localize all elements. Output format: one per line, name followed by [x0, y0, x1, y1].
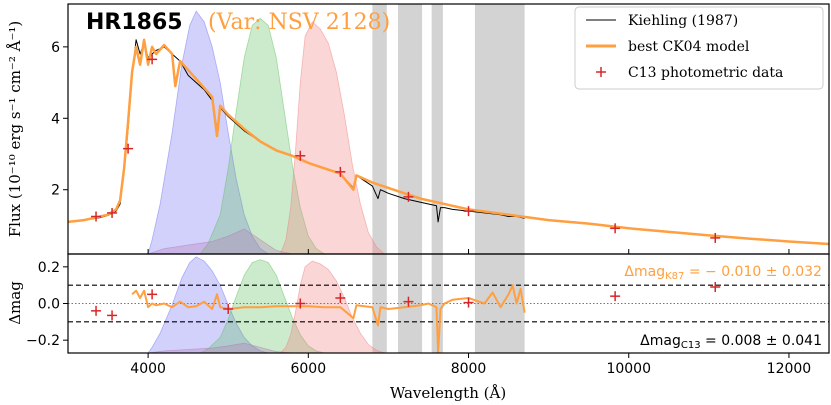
bottom-y-tick-label-0: −0.2 — [26, 333, 60, 349]
photometry-point-8 — [610, 223, 621, 234]
bottom-y-tick-label-2: 0.2 — [38, 260, 60, 276]
filter-red-top — [279, 21, 386, 254]
x-axis-label: Wavelength (Å) — [390, 384, 506, 402]
x-tick-label-0: 4000 — [130, 361, 166, 377]
x-tick-label-3: 10000 — [606, 361, 651, 377]
photometry-point-9 — [710, 232, 721, 243]
legend-c13-swatch — [596, 67, 606, 77]
axes: 4000 6000 8000 10000 12000 2 4 6 −0.2 0.0 0.2 — [26, 40, 811, 377]
chart-title: HR1865 — [86, 10, 183, 35]
residual-panel-plot — [68, 254, 829, 353]
gray-band-top-2 — [431, 4, 443, 254]
residual-photometry-point-5 — [335, 293, 346, 303]
ck04-model-line — [68, 38, 829, 246]
gray-band-top-1 — [398, 4, 423, 254]
x-tick-label-2: 8000 — [451, 361, 487, 377]
residual-photometry-point-2 — [147, 289, 158, 300]
top-panel-plot — [68, 4, 829, 254]
legend-kiehling-label: Kiehling (1987) — [628, 13, 738, 29]
top-y-tick-label-2: 6 — [51, 40, 60, 56]
chart-subtitle: (Var: NSV 2128) — [208, 10, 390, 35]
top-y-tick-label-0: 2 — [51, 183, 60, 199]
photometry-point-3 — [147, 54, 158, 65]
residual-photometry-point-1 — [107, 310, 118, 321]
residual-photometry-point-9 — [710, 282, 721, 292]
residual-photometry-point-8 — [610, 291, 621, 302]
photometry-point-6 — [403, 191, 414, 202]
gray-band-bottom-2 — [431, 254, 443, 353]
dmag-k87-annotation: ΔmagK87 = − 0.010 ± 0.032 — [624, 264, 822, 282]
top-y-axis-label: Flux (10⁻¹⁰ erg s⁻¹ cm⁻² Å⁻¹) — [6, 21, 24, 238]
x-tick-label-1: 6000 — [290, 361, 326, 377]
legend: Kiehling (1987) best CK04 model C13 phot… — [574, 6, 824, 90]
legend-box — [574, 6, 824, 90]
filter-violet-top — [147, 228, 293, 254]
filter-blue-top — [147, 10, 269, 254]
photometry-point-4 — [295, 150, 306, 161]
photometry-point-5 — [335, 166, 346, 177]
gray-band-top-0 — [372, 4, 387, 254]
photometry-point-1 — [107, 207, 118, 218]
residual-photometry-point-6 — [403, 296, 414, 307]
legend-ck04-label: best CK04 model — [628, 39, 750, 55]
filter-violet-bottom — [148, 342, 293, 353]
residual-line — [131, 284, 526, 353]
bottom-y-tick-label-1: 0.0 — [38, 297, 60, 313]
photometry-point-0 — [91, 211, 102, 222]
bottom-y-axis-label: Δmag — [6, 281, 24, 325]
residual-photometry-point-7 — [463, 297, 474, 308]
residual-photometry-point-0 — [91, 305, 102, 316]
photometry-point-7 — [463, 206, 474, 217]
residual-photometry-point-3 — [223, 304, 234, 314]
filter-green-top — [199, 17, 326, 254]
photometry-point-2 — [123, 143, 134, 154]
x-tick-label-4: 12000 — [767, 361, 812, 377]
legend-c13-label: C13 photometric data — [628, 65, 783, 81]
residual-photometry-point-4 — [295, 298, 306, 309]
dmag-c13-annotation: ΔmagC13 = 0.008 ± 0.041 — [640, 333, 822, 351]
top-y-tick-label-1: 4 — [51, 111, 60, 127]
